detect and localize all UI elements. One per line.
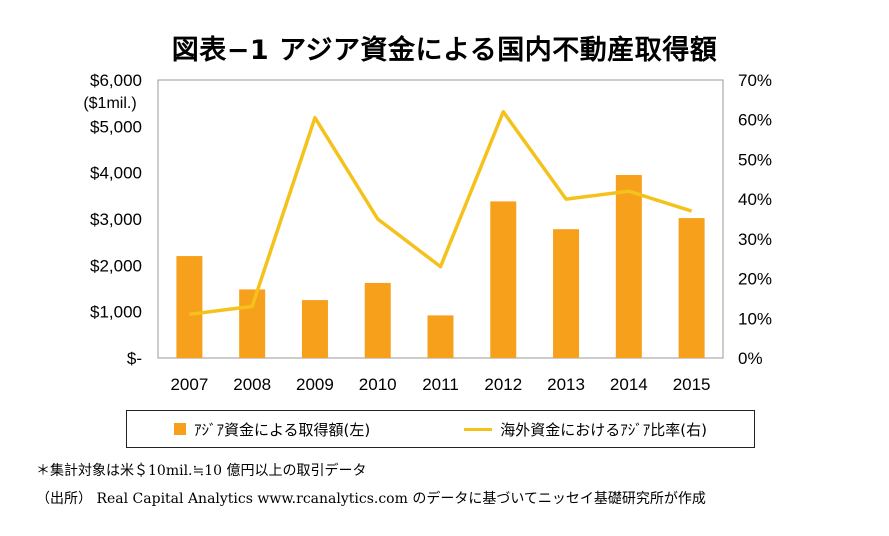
right-tick-label: 30% bbox=[738, 230, 772, 249]
bar-2010 bbox=[364, 282, 391, 358]
left-tick-label: $1,000 bbox=[90, 303, 142, 322]
right-axis: 0% 10% 20% 30% 40% 50% 60% 70% bbox=[738, 71, 772, 368]
left-tick-label: $2,000 bbox=[90, 256, 142, 275]
chart-title: 図表−1 アジア資金による国内不動産取得額 bbox=[171, 35, 718, 66]
x-tick-label: 2010 bbox=[359, 375, 397, 394]
legend-label-line: 海外資金におけるｱｼﾞｱ比率(右) bbox=[500, 420, 707, 439]
right-tick-label: 0% bbox=[738, 349, 763, 368]
footnote: ＊集計対象は米＄10mil.≒10 億円以上の取引データ bbox=[36, 463, 367, 479]
bar-2011 bbox=[427, 315, 454, 358]
bar-2013 bbox=[553, 229, 580, 358]
right-tick-label: 50% bbox=[738, 150, 772, 169]
x-tick-label: 2011 bbox=[422, 375, 459, 394]
bar-2014 bbox=[615, 174, 642, 358]
x-tick-label: 2007 bbox=[170, 375, 208, 394]
right-tick-label: 70% bbox=[738, 71, 772, 90]
ratio-line bbox=[189, 110, 693, 317]
x-tick-label: 2014 bbox=[610, 375, 648, 394]
legend-item-line: 海外資金におけるｱｼﾞｱ比率(右) bbox=[464, 419, 707, 440]
x-tick-label: 2012 bbox=[484, 375, 522, 394]
left-axis-unit-label: ($1mil.) bbox=[83, 95, 136, 112]
line-series bbox=[189, 110, 693, 317]
left-tick-label: $5,000 bbox=[90, 117, 142, 136]
legend-swatch-bar bbox=[174, 423, 186, 435]
bar-2007 bbox=[176, 256, 203, 358]
x-axis: 2007 2008 2009 2010 2011 2012 2013 2014 2015 bbox=[170, 375, 710, 394]
x-tick-label: 2009 bbox=[296, 375, 334, 394]
legend-item-bar: ｱｼﾞｱ資金による取得額(左) bbox=[174, 419, 370, 440]
left-tick-label: $3,000 bbox=[90, 210, 142, 229]
right-tick-label: 40% bbox=[738, 190, 772, 209]
left-tick-label: $6,000 bbox=[90, 71, 142, 90]
x-tick-label: 2008 bbox=[233, 375, 271, 394]
legend: ｱｼﾞｱ資金による取得額(左) 海外資金におけるｱｼﾞｱ比率(右) bbox=[126, 410, 755, 448]
right-tick-label: 20% bbox=[738, 270, 772, 289]
x-tick-label: 2015 bbox=[673, 375, 711, 394]
source-note: （出所） Real Capital Analytics www.rcanalyt… bbox=[36, 491, 706, 507]
left-axis: $- $1,000 $2,000 $3,000 $4,000 $5,000 $6,000 bbox=[90, 71, 142, 368]
x-tick-label: 2013 bbox=[547, 375, 585, 394]
bar-2008 bbox=[239, 289, 266, 358]
bar-2009 bbox=[301, 300, 328, 358]
legend-label-bar: ｱｼﾞｱ資金による取得額(左) bbox=[194, 420, 371, 439]
legend-swatch-line bbox=[464, 427, 493, 431]
right-tick-label: 10% bbox=[738, 309, 772, 328]
bar-2012 bbox=[490, 201, 517, 358]
bar-2015 bbox=[678, 218, 705, 358]
bar-series bbox=[176, 174, 705, 358]
left-tick-label: $4,000 bbox=[90, 164, 142, 183]
left-tick-label: $- bbox=[127, 349, 142, 368]
right-tick-label: 60% bbox=[738, 111, 772, 130]
